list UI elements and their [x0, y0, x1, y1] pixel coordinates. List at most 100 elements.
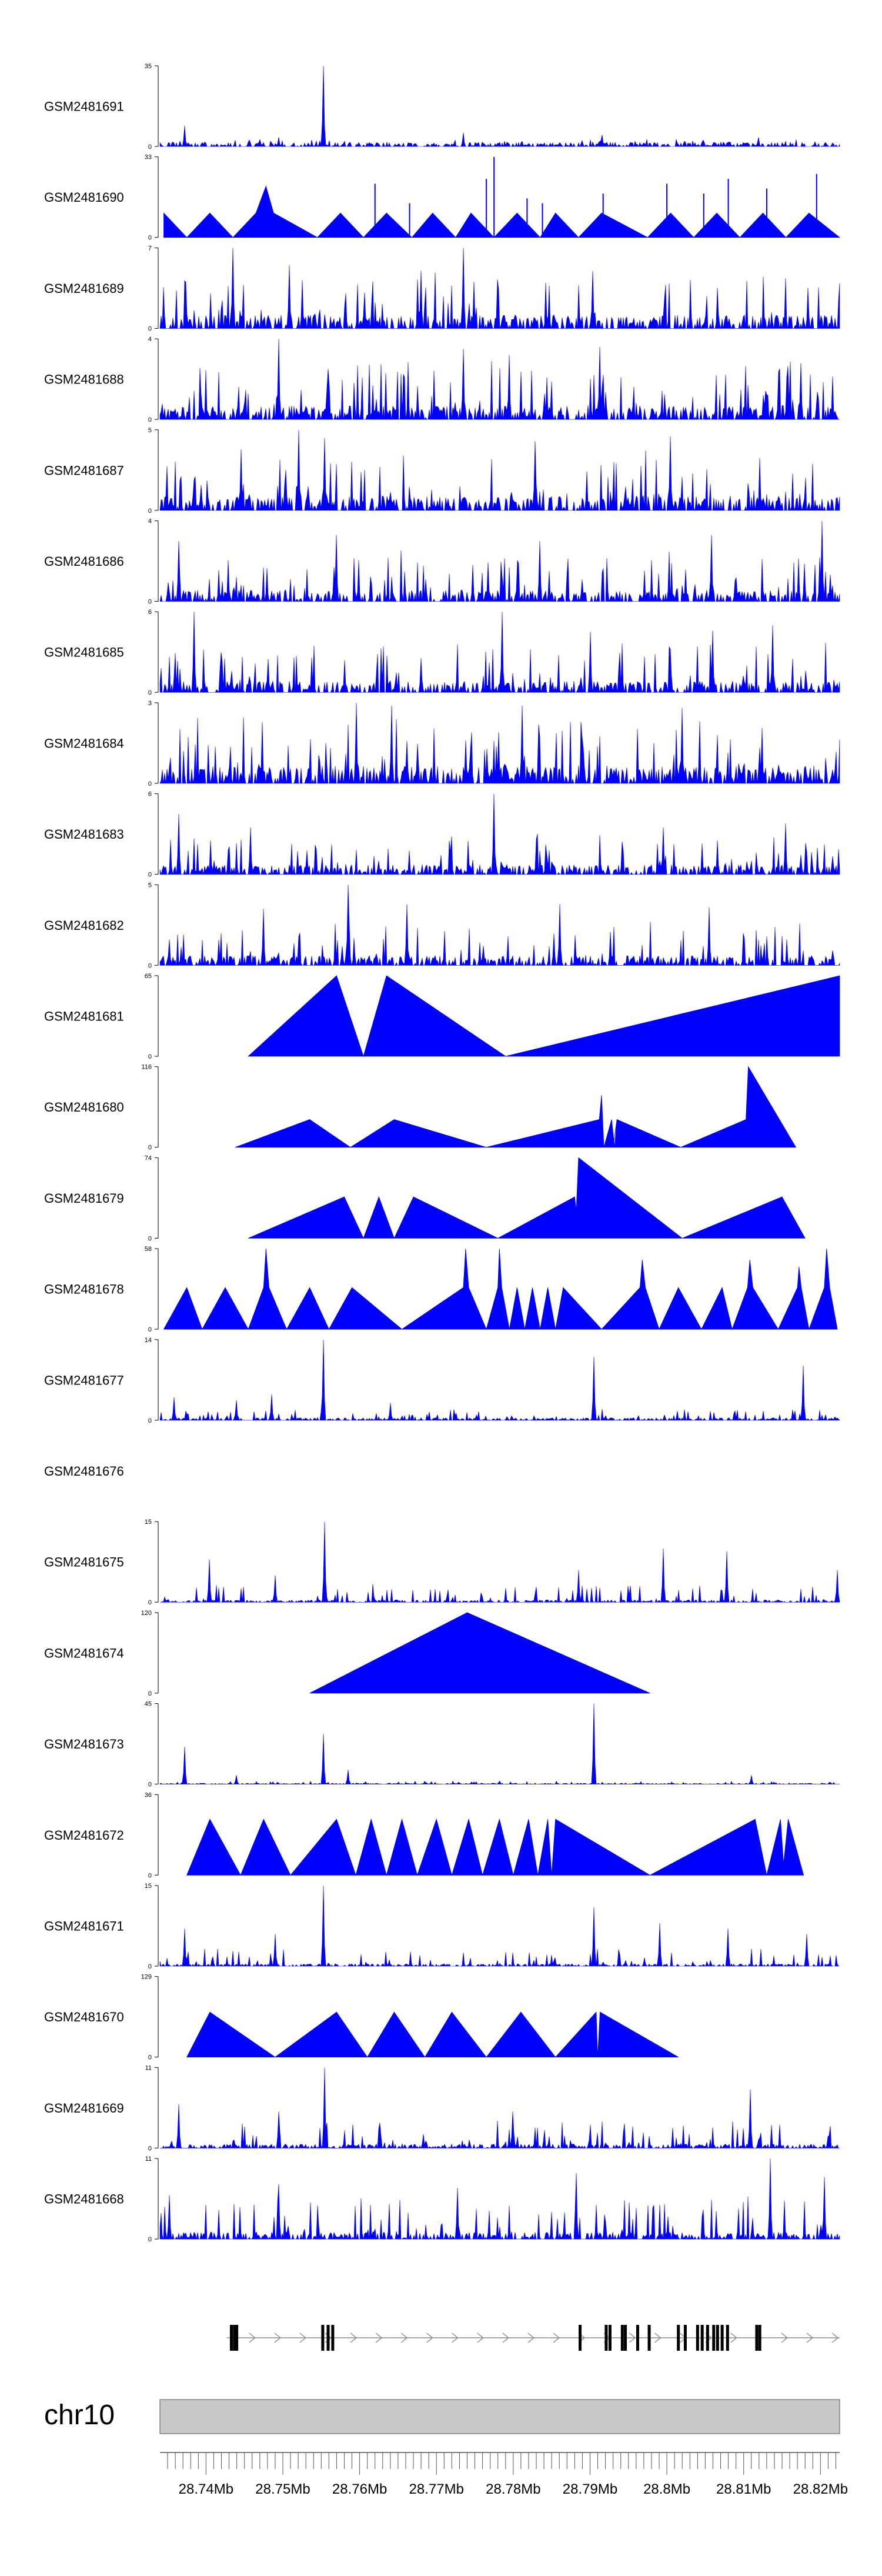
track-label: GSM2481670	[44, 2010, 124, 2024]
strand-arrow-icon	[274, 2333, 281, 2343]
track-label: GSM2481677	[44, 1373, 124, 1387]
axis-tick-label: 28.8Mb	[643, 2481, 690, 2497]
track-label: GSM2481671	[44, 1919, 124, 1934]
track-y-axis: 45 0	[145, 1701, 159, 1788]
y-axis-max-label: 5	[148, 882, 152, 889]
y-axis-max-label: 6	[148, 609, 152, 616]
gene-exon	[696, 2325, 699, 2351]
gene-exon	[677, 2325, 680, 2351]
y-axis-min-label: 0	[148, 689, 152, 696]
y-axis-max-label: 120	[141, 1610, 152, 1617]
y-axis-min-label: 0	[148, 1963, 152, 1970]
axis-tick-label: 28.78Mb	[486, 2481, 540, 2497]
track-GSM2481677: GSM2481677 14 0	[44, 1337, 840, 1424]
axis-tick-label: 28.75Mb	[255, 2481, 310, 2497]
track-y-axis: 116 0	[141, 1064, 159, 1152]
y-axis-min-label: 0	[148, 780, 152, 788]
track-y-axis: 30	[148, 700, 159, 788]
y-axis-min-label: 0	[148, 144, 152, 151]
track-y-axis: 11 0	[145, 2155, 159, 2243]
y-axis-max-label: 7	[148, 245, 152, 252]
track-y-axis: 74 0	[145, 1154, 159, 1242]
axis-tick-label: 28.76Mb	[332, 2481, 387, 2497]
track-label: GSM2481676	[44, 1464, 124, 1479]
axis-tick-label: 28.79Mb	[563, 2481, 617, 2497]
y-axis-max-label: 4	[148, 518, 152, 525]
gene-exon	[726, 2325, 729, 2351]
y-axis-min-label: 0	[148, 1417, 152, 1424]
y-axis-min-label: 0	[148, 2054, 152, 2061]
strand-arrow-icon	[730, 2333, 737, 2343]
gene-exon	[326, 2325, 330, 2351]
y-axis-max-label: 35	[145, 63, 152, 70]
y-axis-max-label: 5	[148, 427, 152, 434]
track-GSM2481678: GSM2481678 58 0	[44, 1246, 838, 1333]
y-axis-max-label: 15	[145, 1519, 152, 1526]
track-label: GSM2481673	[44, 1737, 124, 1751]
strand-arrow-icon	[806, 2333, 814, 2343]
gene-exon	[683, 2325, 687, 2351]
coverage-area	[159, 65, 840, 148]
gene-exon	[758, 2325, 761, 2351]
track-GSM2481672: GSM2481672 36 0	[44, 1791, 804, 1879]
y-axis-max-label: 6	[148, 791, 152, 798]
y-axis-min-label: 0	[148, 1690, 152, 1697]
y-axis-min-label: 0	[148, 325, 152, 332]
track-y-axis: 60	[148, 791, 159, 879]
y-axis-min-label: 0	[148, 508, 152, 515]
axis-tick-label: 28.77Mb	[409, 2481, 464, 2497]
coverage-area	[159, 429, 840, 511]
track-GSM2481680: GSM2481680 116 0	[44, 1064, 797, 1152]
track-label: GSM2481686	[44, 554, 124, 569]
track-label: GSM2481687	[44, 463, 124, 478]
y-axis-min-label: 0	[148, 235, 152, 242]
track-GSM2481668: GSM2481668 11 0	[44, 2155, 840, 2243]
track-y-axis: 50	[148, 882, 159, 969]
track-y-axis: 36 0	[145, 1791, 159, 1879]
strand-arrow-icon	[502, 2333, 509, 2343]
strand-arrow-icon	[477, 2333, 484, 2343]
coverage-area	[160, 2067, 840, 2149]
axis-tick-label: 28.74Mb	[179, 2481, 233, 2497]
coverage-tracks: GSM2481691350GSM2481690330GSM248168970GS…	[44, 63, 841, 2243]
y-axis-min-label: 0	[148, 1053, 152, 1060]
coverage-area	[159, 702, 840, 785]
ideogram-track: chr10	[44, 2399, 840, 2434]
coverage-area	[159, 1885, 840, 1967]
gene-exon	[235, 2325, 239, 2351]
track-label: GSM2481679	[44, 1191, 124, 1206]
track-label: GSM2481681	[44, 1009, 124, 1024]
track-label: GSM2481668	[44, 2192, 124, 2207]
track-label: GSM2481685	[44, 645, 124, 660]
track-GSM2481676: GSM2481676	[44, 1464, 124, 1479]
track-GSM2481670: GSM2481670 129 0	[44, 1974, 680, 2061]
y-axis-max-label: 15	[145, 1883, 152, 1890]
y-axis-max-label: 45	[145, 1701, 152, 1708]
strand-arrow-icon	[426, 2333, 433, 2343]
track-y-axis: 15 0	[145, 1519, 159, 1606]
track-y-axis: 50	[148, 427, 159, 515]
track-y-axis: 35 0	[145, 63, 159, 151]
axis-tick-label: 28.81Mb	[716, 2481, 771, 2497]
y-axis-max-label: 58	[145, 1246, 152, 1253]
track-GSM2481673: GSM2481673 45 0	[44, 1701, 840, 1788]
coverage-area	[163, 185, 841, 238]
strand-arrow-icon	[553, 2333, 560, 2343]
coverage-area	[159, 248, 840, 329]
track-y-axis: 60	[148, 609, 159, 696]
y-axis-min-label: 0	[148, 1326, 152, 1333]
y-axis-max-label: 36	[145, 1791, 152, 1798]
strand-arrow-icon	[781, 2333, 789, 2343]
y-axis-max-label: 4	[148, 336, 152, 343]
track-label: GSM2481684	[44, 736, 124, 750]
gene-exon	[233, 2325, 236, 2351]
coverage-area	[309, 1612, 650, 1694]
strand-arrow-icon	[375, 2333, 383, 2343]
strand-arrow-icon	[654, 2333, 662, 2343]
track-GSM2481675: GSM2481675 15 0	[44, 1519, 840, 1606]
strand-arrow-icon	[452, 2333, 459, 2343]
